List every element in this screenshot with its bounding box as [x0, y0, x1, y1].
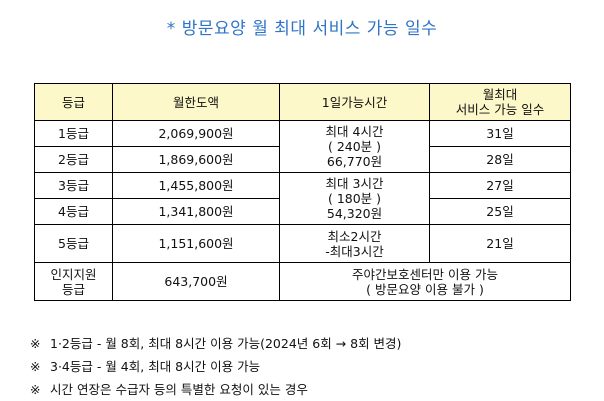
time-cell: 최소2시간 -최대3시간	[279, 224, 430, 263]
table-row: 3등급 1,455,800원 최대 3시간 ( 180분 ) 54,320원 2…	[34, 172, 571, 225]
title-text: 방문요양 월 최대 서비스 가능 일수	[181, 19, 438, 39]
time-line: 최대 3시간	[325, 176, 384, 191]
days-cell: 27일	[429, 172, 571, 199]
table-row-cognitive: 인지지원 등급 643,700원 주야간보호센터만 이용 가능 ( 방문요양 이…	[34, 262, 571, 301]
footnote-item: ※ 시간 연장은 수급자 등의 특별한 요청이 있는 경우	[30, 378, 401, 401]
footnote-text: 시간 연장은 수급자 등의 특별한 요청이 있는 경우	[50, 382, 308, 397]
grade-cell: 3등급	[34, 172, 113, 199]
table-row: 1등급 2,069,900원 최대 4시간 ( 240분 ) 66,770원 3…	[34, 120, 571, 173]
header-max-days-line2: 서비스 가능 일수	[455, 102, 545, 117]
footnote-mark: ※	[30, 359, 41, 374]
days-cell: 31일	[429, 120, 571, 147]
time-line: 최소2시간	[327, 228, 382, 244]
table-row: 5등급 1,151,600원 최소2시간 -최대3시간 21일	[34, 224, 571, 263]
table-row: 2등급 1,869,600원 28일	[34, 146, 571, 173]
grade-cell: 5등급	[34, 224, 113, 263]
header-row: 등급 월한도액 1일가능시간 월최대 서비스 가능 일수	[34, 83, 571, 121]
time-line: 54,320원	[326, 206, 383, 221]
header-monthly-limit: 월한도액	[112, 83, 280, 121]
time-line: ( 240분 )	[327, 139, 382, 154]
time-line: 66,770원	[326, 154, 383, 169]
time-line: 최대 4시간	[325, 124, 384, 139]
header-max-days: 월최대 서비스 가능 일수	[429, 83, 571, 121]
footnote-mark: ※	[30, 382, 41, 397]
grade-cell: 1등급	[34, 120, 113, 147]
limit-cell: 1,869,600원	[112, 146, 280, 173]
footnote-item: ※ 3·4등급 - 월 4회, 최대 8시간 이용 가능	[30, 355, 401, 378]
note-line: 주야간보호센터만 이용 가능	[352, 266, 498, 282]
days-cell: 28일	[429, 146, 571, 173]
note-cell: 주야간보호센터만 이용 가능 ( 방문요양 이용 불가 )	[279, 262, 571, 301]
grade-line: 등급	[61, 281, 85, 297]
limit-cell: 643,700원	[112, 262, 280, 301]
limit-cell: 1,341,800원	[112, 198, 280, 225]
time-cell: 최대 3시간 ( 180분 ) 54,320원	[279, 172, 430, 225]
footnote-mark: ※	[30, 336, 41, 351]
grade-cell: 인지지원 등급	[34, 262, 113, 301]
limit-cell: 1,151,600원	[112, 224, 280, 263]
header-daily-time: 1일가능시간	[279, 83, 430, 121]
grade-cell: 2등급	[34, 146, 113, 173]
footnote-item: ※ 1·2등급 - 월 8회, 최대 8시간 이용 가능(2024년 6회 → 8…	[30, 332, 401, 355]
page-title: * 방문요양 월 최대 서비스 가능 일수	[0, 14, 604, 39]
limit-cell: 1,455,800원	[112, 172, 280, 199]
footnotes: ※ 1·2등급 - 월 8회, 최대 8시간 이용 가능(2024년 6회 → 8…	[30, 332, 401, 401]
header-grade: 등급	[34, 83, 113, 121]
footnote-text: 3·4등급 - 월 4회, 최대 8시간 이용 가능	[50, 359, 261, 374]
table-row: 4등급 1,341,800원 25일	[34, 198, 571, 225]
service-days-table: 등급 월한도액 1일가능시간 월최대 서비스 가능 일수 1등급 2,069,9…	[34, 83, 571, 301]
footnote-text: 1·2등급 - 월 8회, 최대 8시간 이용 가능(2024년 6회 → 8회…	[50, 336, 402, 351]
time-cell: 최대 4시간 ( 240분 ) 66,770원	[279, 120, 430, 173]
grade-line: 인지지원	[50, 266, 97, 282]
title-star: *	[166, 19, 176, 39]
days-cell: 25일	[429, 198, 571, 225]
header-max-days-line1: 월최대	[482, 87, 518, 102]
grade-cell: 4등급	[34, 198, 113, 225]
time-line: ( 180분 )	[327, 191, 382, 206]
time-line: -최대3시간	[325, 243, 384, 259]
limit-cell: 2,069,900원	[112, 120, 280, 147]
days-cell: 21일	[429, 224, 571, 263]
note-line: ( 방문요양 이용 불가 )	[366, 281, 484, 297]
